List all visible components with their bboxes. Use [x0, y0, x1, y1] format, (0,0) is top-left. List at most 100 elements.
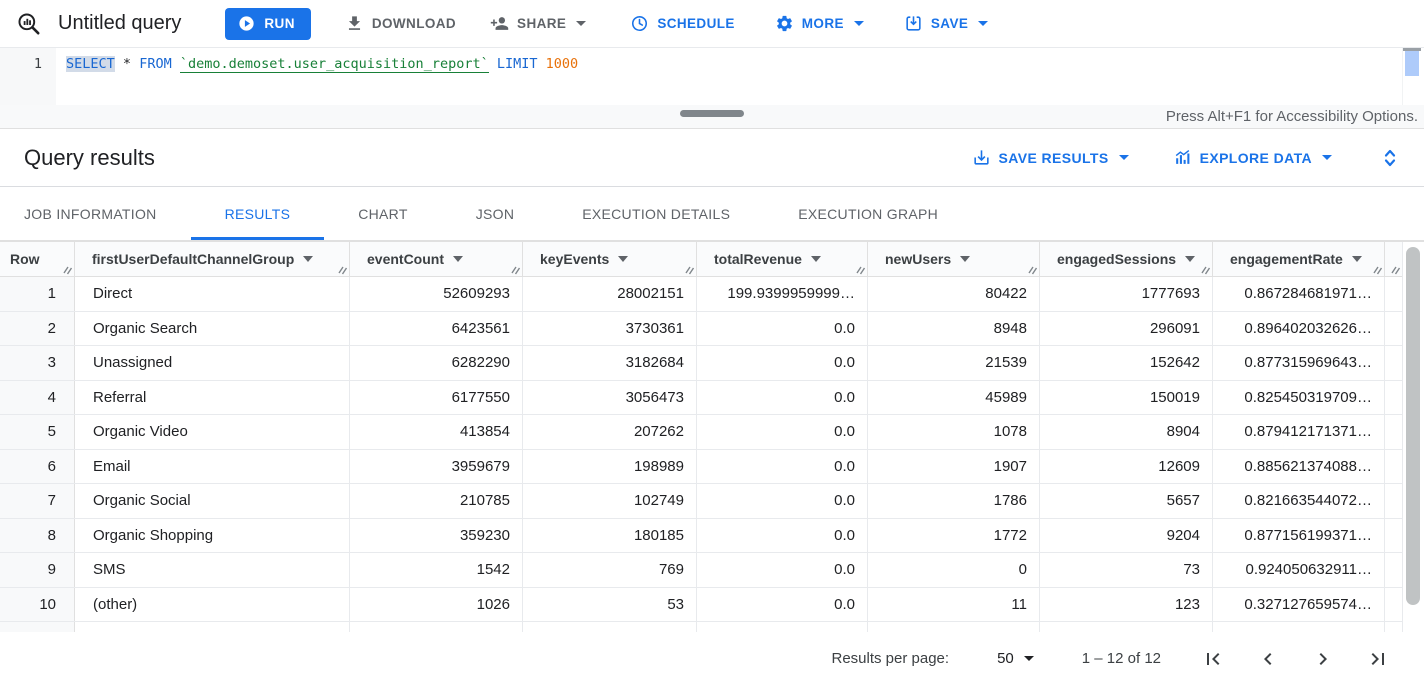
expand-results-button[interactable]	[1378, 146, 1402, 170]
last-page-button[interactable]	[1366, 647, 1390, 671]
table-cell: 0	[868, 622, 1040, 632]
sql-code-line[interactable]: SELECT * FROM `demo.demoset.user_acquisi…	[66, 56, 578, 72]
run-button[interactable]: RUN	[225, 8, 310, 40]
more-button[interactable]: MORE	[775, 14, 864, 33]
table-cell: 3730361	[523, 312, 697, 346]
download-button[interactable]: DOWNLOAD	[345, 14, 456, 33]
row-number-cell: 2	[0, 312, 75, 346]
table-cell: 3959679	[350, 450, 523, 484]
save-button[interactable]: SAVE	[904, 14, 988, 33]
table-cell: 6282290	[350, 346, 523, 380]
table-cell-stub	[1385, 484, 1402, 518]
column-header-totalrevenue[interactable]: totalRevenue	[697, 242, 868, 276]
table-row: 7 Organic Social2107851027490.0178656570…	[0, 484, 1402, 519]
table-cell: 3056473	[523, 381, 697, 415]
tab-execution-graph[interactable]: EXECUTION GRAPH	[764, 187, 972, 240]
table-cell-stub	[1385, 415, 1402, 449]
sql-table-reference[interactable]: `demo.demoset.user_acquisition_report`	[180, 56, 489, 73]
table-cell: 21539	[868, 346, 1040, 380]
table-scrollbar-track[interactable]	[1402, 242, 1424, 632]
page-size-select[interactable]: 50	[997, 650, 1034, 667]
tab-execution-details[interactable]: EXECUTION DETAILS	[548, 187, 764, 240]
tab-json[interactable]: JSON	[442, 187, 549, 240]
table-cell: 199.9399959999…	[697, 277, 868, 311]
editor-scrollbar-track[interactable]	[1402, 48, 1424, 105]
table-body: 1 Direct5260929328002151199.9399959999…8…	[0, 277, 1402, 632]
panel-resize-handle[interactable]	[680, 110, 744, 117]
share-button[interactable]: SHARE	[490, 14, 586, 33]
table-cell: 0.877156199371…	[1213, 519, 1385, 553]
sql-editor[interactable]: 1 SELECT * FROM `demo.demoset.user_acqui…	[0, 48, 1424, 105]
table-cell-stub	[1385, 588, 1402, 622]
column-header-firstuserdefaultchannelgroup[interactable]: firstUserDefaultChannelGroup	[75, 242, 350, 276]
column-resize-handle[interactable]	[684, 264, 695, 275]
sql-limit-keyword: LIMIT	[497, 56, 538, 72]
sql-star: *	[123, 56, 131, 72]
row-number-cell: 8	[0, 519, 75, 553]
tab-chart[interactable]: CHART	[324, 187, 441, 240]
column-header-newusers[interactable]: newUsers	[868, 242, 1040, 276]
save-results-button[interactable]: SAVE RESULTS	[972, 148, 1129, 167]
column-header-eventcount[interactable]: eventCount	[350, 242, 523, 276]
table-cell: 0.821663544072…	[1213, 484, 1385, 518]
table-cell: 8948	[868, 312, 1040, 346]
table-cell: 3182684	[523, 346, 697, 380]
table-cell-stub	[1385, 450, 1402, 484]
column-dropdown-icon[interactable]	[618, 256, 628, 262]
column-resize-handle[interactable]	[1390, 264, 1401, 275]
column-header-keyevents[interactable]: keyEvents	[523, 242, 697, 276]
schedule-button[interactable]: SCHEDULE	[630, 14, 734, 33]
table-cell: Organic Shopping	[75, 519, 350, 553]
table-scrollbar-thumb[interactable]	[1406, 247, 1420, 605]
next-page-button[interactable]	[1311, 647, 1335, 671]
unfold-more-icon	[1378, 146, 1402, 170]
table-cell: 6177550	[350, 381, 523, 415]
table-cell: 0.0	[697, 484, 868, 518]
column-resize-handle[interactable]	[510, 264, 521, 275]
table-cell: 0.924050632911…	[1213, 553, 1385, 587]
column-resize-handle[interactable]	[1200, 264, 1211, 275]
column-header-engagementrate[interactable]: engagementRate	[1213, 242, 1385, 276]
table-cell: 1907	[868, 450, 1040, 484]
column-dropdown-icon[interactable]	[811, 256, 821, 262]
row-number-cell: 5	[0, 415, 75, 449]
first-page-button[interactable]	[1201, 647, 1225, 671]
tab-results[interactable]: RESULTS	[191, 187, 325, 240]
explore-data-button[interactable]: EXPLORE DATA	[1173, 148, 1332, 167]
table-cell: 5657	[1040, 484, 1213, 518]
table-row: 9 SMS15427690.00730.924050632911…	[0, 553, 1402, 588]
table-cell: 937	[350, 622, 523, 632]
column-resize-handle[interactable]	[62, 264, 73, 275]
table-cell: 45989	[868, 381, 1040, 415]
table-row: 2 Organic Search642356137303610.08948296…	[0, 312, 1402, 347]
column-header-engagedsessions[interactable]: engagedSessions	[1040, 242, 1213, 276]
bigquery-query-window: Untitled query RUN DOWNLOAD SHARE	[0, 0, 1424, 685]
save-icon	[904, 14, 923, 33]
column-dropdown-icon[interactable]	[453, 256, 463, 262]
editor-scrollbar-thumb[interactable]	[1405, 51, 1419, 76]
table-cell: 53	[523, 588, 697, 622]
table-cell: 134	[523, 622, 697, 632]
line-number: 1	[34, 56, 42, 72]
tab-job-information[interactable]: JOB INFORMATION	[0, 187, 191, 240]
column-dropdown-icon[interactable]	[303, 256, 313, 262]
table-row: 4 Referral617755030564730.0459891500190.…	[0, 381, 1402, 416]
table-cell: 123	[1040, 588, 1213, 622]
column-dropdown-icon[interactable]	[1185, 256, 1195, 262]
query-title: Untitled query	[58, 12, 181, 35]
table-cell: 207262	[523, 415, 697, 449]
column-resize-handle[interactable]	[1027, 264, 1038, 275]
column-dropdown-icon[interactable]	[960, 256, 970, 262]
column-dropdown-icon[interactable]	[1352, 256, 1362, 262]
table-row: 1 Direct5260929328002151199.9399959999…8…	[0, 277, 1402, 312]
chevron-down-icon	[1024, 656, 1034, 661]
column-resize-handle[interactable]	[1372, 264, 1383, 275]
table-cell: 1078	[868, 415, 1040, 449]
column-resize-handle[interactable]	[337, 264, 348, 275]
gear-icon	[775, 14, 794, 33]
table-cell: 413854	[350, 415, 523, 449]
table-cell: 1542	[350, 553, 523, 587]
column-resize-handle[interactable]	[855, 264, 866, 275]
previous-page-button[interactable]	[1256, 647, 1280, 671]
save-alt-icon	[972, 148, 991, 167]
